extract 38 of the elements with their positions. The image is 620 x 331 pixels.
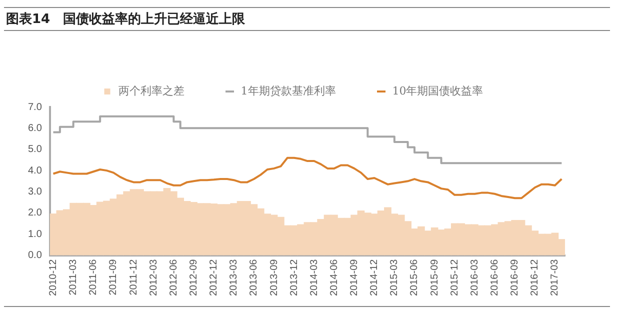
x-tick-label: 2013-12 bbox=[288, 258, 300, 296]
x-tick-label: 2012-06 bbox=[168, 258, 180, 296]
x-tick-label: 2016-06 bbox=[490, 258, 501, 296]
x-tick-label: 2014-12 bbox=[369, 258, 380, 296]
x-tick-label: 2010-12 bbox=[48, 258, 59, 296]
x-tick-label: 2017-03 bbox=[550, 258, 561, 296]
y-tick-label: 1.0 bbox=[28, 228, 42, 240]
x-tick-label: 2015-09 bbox=[429, 258, 440, 296]
x-tick-label: 2012-09 bbox=[188, 258, 200, 296]
x-tick-label: 2011-09 bbox=[108, 258, 120, 296]
x-tick-label: 2014-09 bbox=[349, 258, 360, 296]
x-tick-label: 2011-12 bbox=[128, 258, 140, 296]
y-tick-label: 3.0 bbox=[28, 186, 42, 198]
x-tick-label: 2011-06 bbox=[88, 258, 100, 296]
legend-label: 10年期国债收益率 bbox=[392, 84, 484, 98]
y-tick-label: 6.0 bbox=[28, 122, 42, 134]
x-tick-label: 2012-03 bbox=[148, 258, 160, 296]
legend-label: 1年期贷款基准利率 bbox=[240, 84, 336, 98]
x-tick-label: 2016-09 bbox=[510, 258, 521, 296]
x-tick-label: 2016-03 bbox=[469, 258, 480, 296]
x-tick-label: 2015-03 bbox=[389, 258, 400, 296]
legend-label: 两个利率之差 bbox=[118, 84, 184, 98]
y-tick-label: 7.0 bbox=[28, 102, 42, 113]
x-tick-label: 2014-03 bbox=[308, 258, 320, 296]
y-tick-label: 5.0 bbox=[28, 144, 42, 156]
x-tick-label: 2013-03 bbox=[228, 258, 240, 296]
x-tick-label: 2011-03 bbox=[68, 258, 80, 296]
x-tick-label: 2015-06 bbox=[409, 258, 420, 296]
y-tick-label: 0.0 bbox=[28, 250, 42, 262]
y-tick-label: 4.0 bbox=[28, 165, 42, 176]
x-tick-label: 2013-09 bbox=[268, 258, 280, 296]
x-tick-label: 2014-06 bbox=[328, 258, 340, 296]
x-tick-label: 2015-12 bbox=[449, 258, 460, 296]
chart-title: 图表14 国债收益率的上升已经逼近上限 bbox=[6, 10, 246, 28]
x-tick-label: 2013-06 bbox=[248, 258, 260, 296]
x-tick-label: 2012-12 bbox=[208, 258, 220, 296]
x-tick-label: 2016-12 bbox=[530, 258, 541, 296]
y-tick-label: 2.0 bbox=[28, 208, 42, 219]
